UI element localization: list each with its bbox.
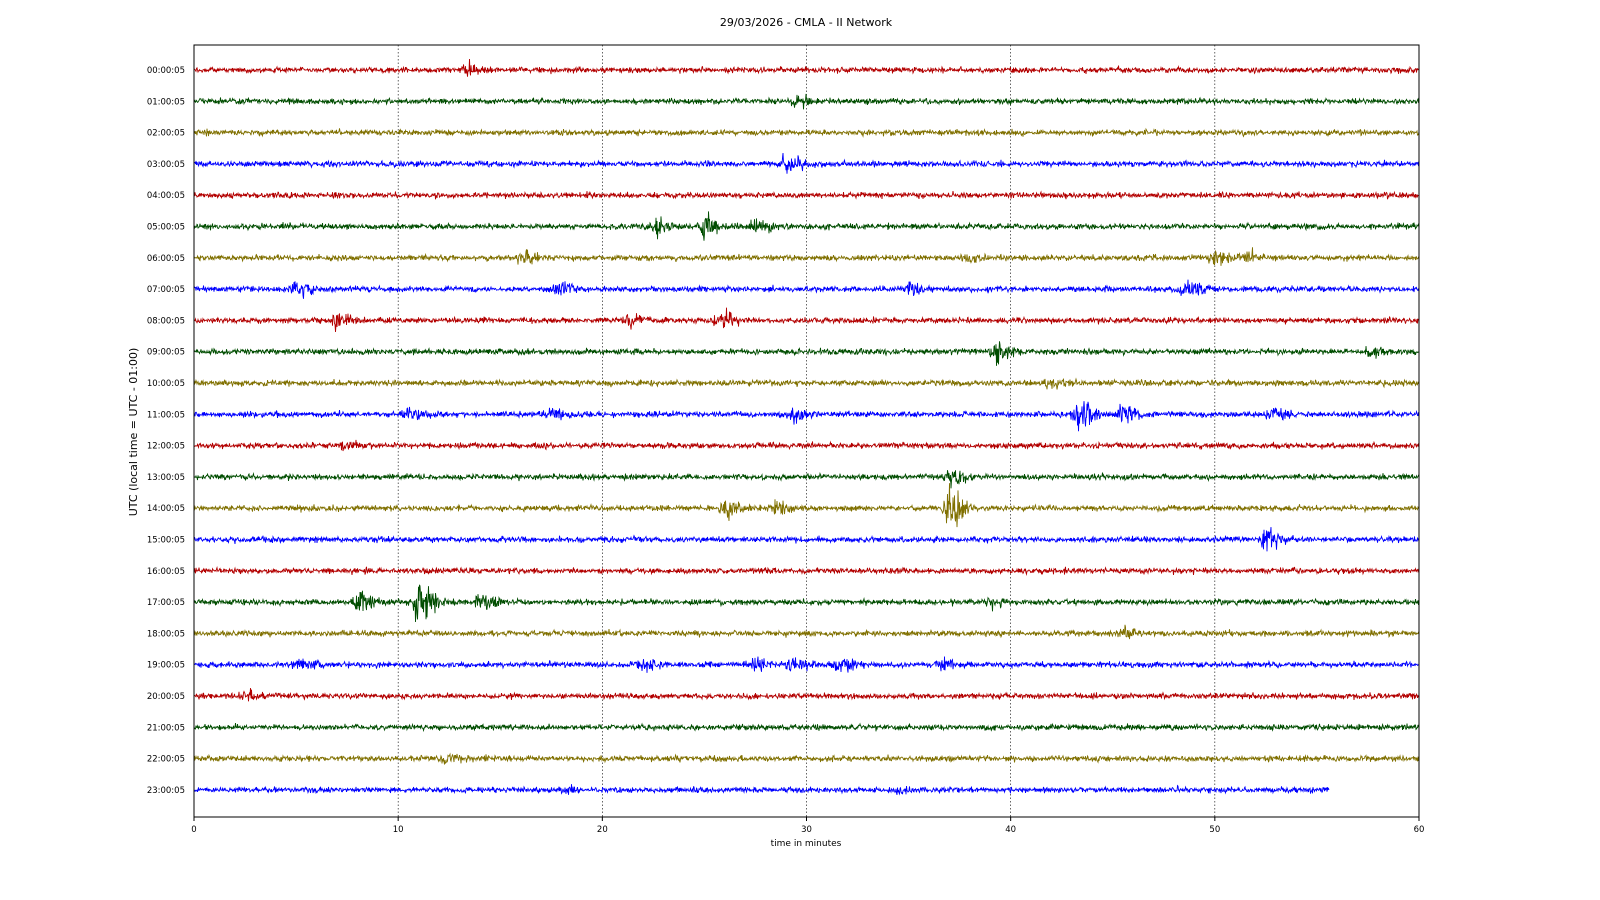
x-tick-label: 60 (1414, 825, 1425, 835)
trace-18-00-05 (193, 624, 1420, 640)
trace-15-00-05 (193, 527, 1420, 552)
row-label: 18:00:05 (147, 629, 185, 639)
row-label: 06:00:05 (147, 254, 185, 264)
grid-lines (397, 45, 1216, 817)
y-axis-label: UTC (local time = UTC - 01:00) (127, 348, 140, 517)
trace-06-00-05 (193, 247, 1420, 266)
trace-01-00-05 (193, 93, 1420, 110)
trace-08-00-05 (193, 307, 1420, 333)
trace-19-00-05 (193, 656, 1420, 673)
x-tick-label: 10 (393, 825, 404, 835)
trace-04-00-05 (194, 190, 1420, 200)
row-label: 07:00:05 (147, 285, 185, 295)
trace-10-00-05 (193, 377, 1420, 390)
row-labels: 00:00:05 01:00:05 02:00:05 03:00:05 04:00:05… (147, 66, 185, 796)
trace-03-00-05 (193, 152, 1420, 174)
trace-17-00-05 (193, 584, 1420, 623)
trace-14-00-05 (193, 483, 1420, 528)
trace-13-00-05 (193, 470, 1420, 489)
row-label: 11:00:05 (147, 410, 185, 420)
seismic-traces (193, 58, 1420, 796)
row-label: 09:00:05 (147, 348, 185, 358)
trace-20-00-05 (193, 687, 1420, 702)
row-label: 08:00:05 (147, 316, 185, 326)
x-axis-label: time in minutes (771, 839, 842, 849)
row-label: 16:00:05 (147, 567, 185, 577)
row-label: 01:00:05 (147, 97, 185, 107)
row-label: 14:00:05 (147, 504, 185, 514)
chart-title: 29/03/2026 - CMLA - II Network (720, 16, 893, 29)
trace-07-00-05 (193, 279, 1420, 299)
row-label: 03:00:05 (147, 160, 185, 170)
trace-11-00-05 (193, 401, 1420, 432)
row-label: 15:00:05 (147, 536, 185, 546)
row-label: 22:00:05 (147, 755, 185, 765)
row-label: 00:00:05 (147, 66, 185, 76)
row-label: 19:00:05 (147, 661, 185, 671)
x-tick-label: 50 (1209, 825, 1220, 835)
trace-00-00-05 (193, 58, 1420, 77)
x-tick-label: 30 (801, 825, 812, 835)
trace-21-00-05 (193, 722, 1420, 733)
trace-16-00-05 (193, 566, 1420, 576)
row-label: 17:00:05 (147, 598, 185, 608)
row-label: 20:00:05 (147, 692, 185, 702)
trace-22-00-05 (193, 752, 1420, 765)
trace-02-00-05 (193, 127, 1420, 138)
row-label: 10:00:05 (147, 379, 185, 389)
trace-23-00-05 (193, 784, 1330, 796)
trace-12-00-05 (193, 439, 1420, 452)
x-tick-label: 0 (191, 825, 196, 835)
x-tick-label: 40 (1005, 825, 1016, 835)
x-ticks: 0 10 20 30 40 50 60 (191, 817, 1424, 835)
trace-05-00-05 (193, 211, 1420, 241)
row-label: 21:00:05 (147, 723, 185, 733)
row-label: 02:00:05 (147, 129, 185, 139)
x-tick-label: 20 (597, 825, 608, 835)
trace-09-00-05 (193, 341, 1420, 366)
row-label: 23:00:05 (147, 786, 185, 796)
row-label: 13:00:05 (147, 473, 185, 483)
row-label: 04:00:05 (147, 191, 185, 201)
row-label: 05:00:05 (147, 223, 185, 233)
row-label: 12:00:05 (147, 442, 185, 452)
plot-frame (193, 44, 1420, 818)
